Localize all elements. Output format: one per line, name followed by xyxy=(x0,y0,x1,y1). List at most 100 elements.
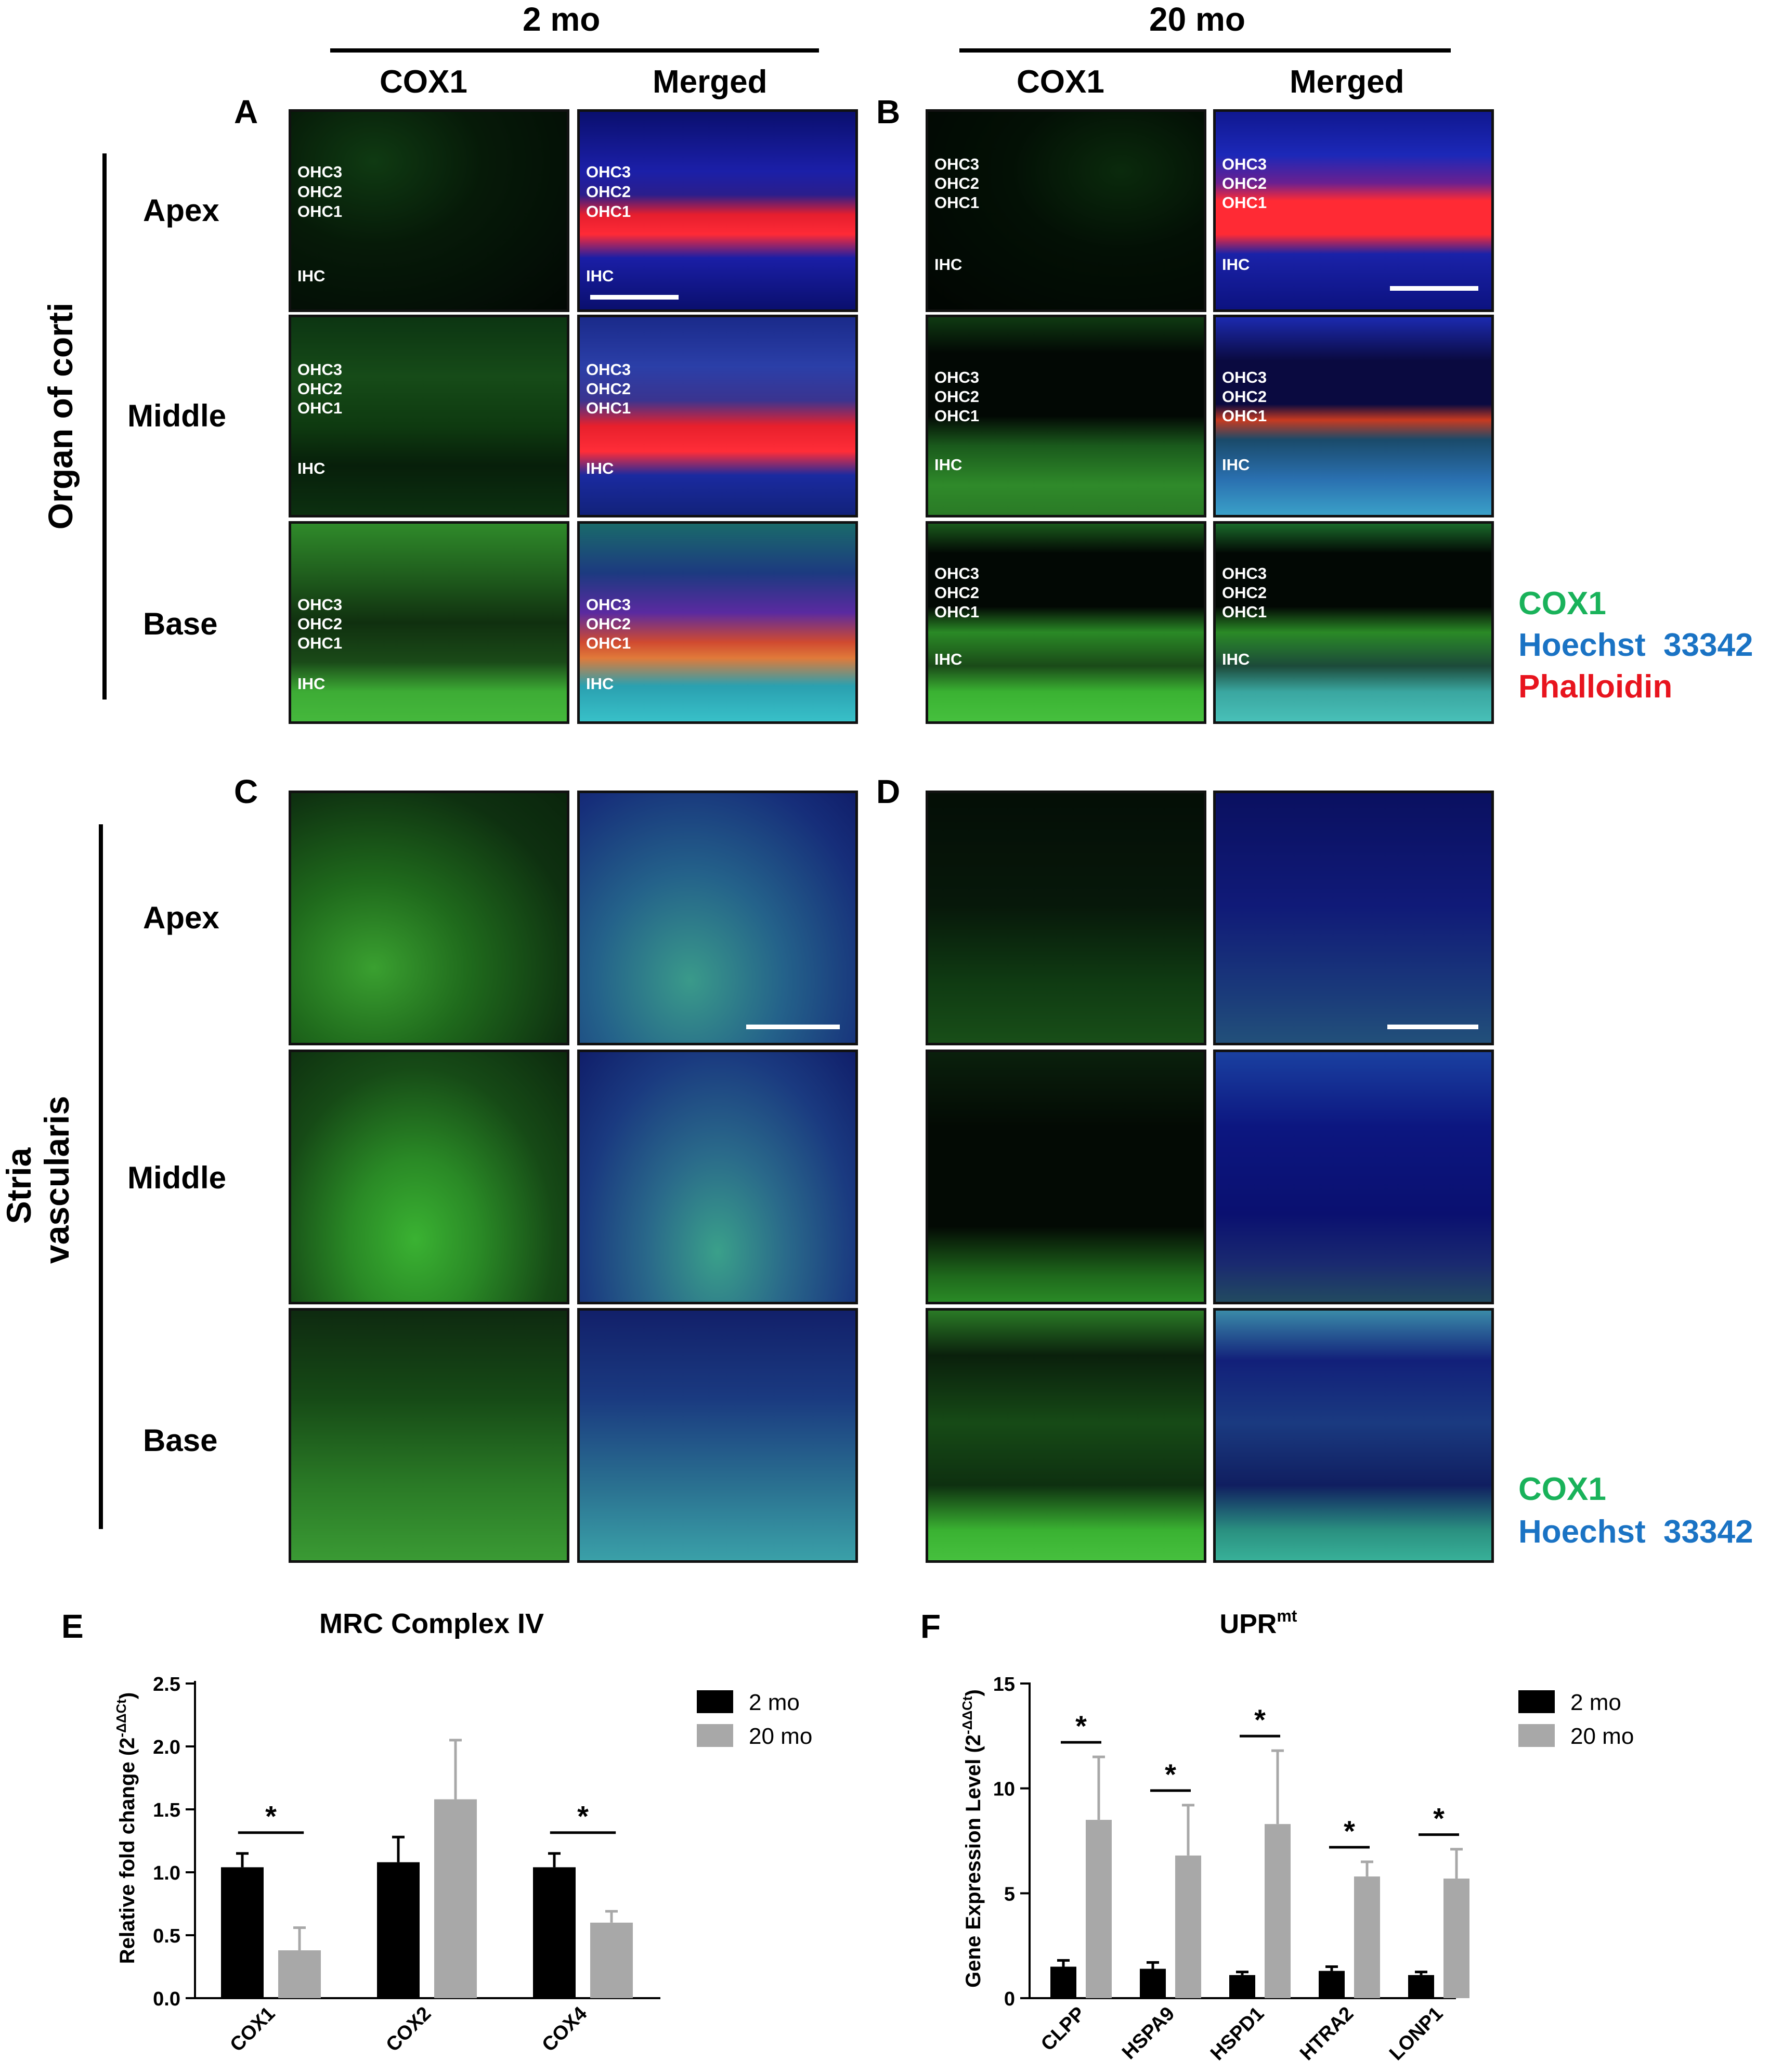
micrograph-d-cox1-apex xyxy=(926,791,1206,1045)
label-ihc: IHC xyxy=(297,267,326,285)
col-header-merged-a: Merged xyxy=(653,64,768,100)
label-ihc: IHC xyxy=(297,675,326,693)
bar-cox2-20mo xyxy=(434,1799,477,1998)
micrograph-a-cox1-middle: OHC3 OHC2 OHC1 IHC xyxy=(289,315,569,517)
label-ihc: IHC xyxy=(934,650,962,668)
micrograph-b-merged-base: OHC3 OHC2 OHC1 IHC xyxy=(1213,521,1494,724)
micrograph-b-cox1-apex: OHC3 OHC2 OHC1 IHC xyxy=(926,109,1206,312)
micrograph-a-cox1-base: OHC3 OHC2 OHC1 IHC xyxy=(289,521,569,724)
chart-e-title: MRC Complex IV xyxy=(319,1608,544,1639)
panel-label-b: B xyxy=(876,93,901,131)
legend-swatch-2mo xyxy=(1518,1690,1555,1713)
category-label-cox1: COX1 xyxy=(226,2003,279,2056)
label-ihc: IHC xyxy=(586,459,614,477)
label-ihc: IHC xyxy=(1222,456,1250,474)
bar-hspa9-20mo xyxy=(1175,1855,1201,1998)
category-label-cox2: COX2 xyxy=(382,2003,435,2056)
label-ohc1: OHC1 xyxy=(934,603,980,621)
bar-htra2-20mo xyxy=(1354,1876,1380,1998)
stria-vascularis-label: Stria vascularis xyxy=(0,1096,83,1264)
label-ohc1: OHC1 xyxy=(586,202,631,221)
organ-of-corti-label: Organ of corti xyxy=(41,302,80,530)
legend-top-hoechst: Hoechst 33342 xyxy=(1518,627,1753,663)
col-header-cox1-b: COX1 xyxy=(1017,64,1104,100)
panel-label-e: E xyxy=(61,1608,84,1645)
bar-cox1-20mo xyxy=(278,1950,321,1998)
label-ohc2: OHC2 xyxy=(1222,387,1267,406)
micrograph-d-cox1-base xyxy=(926,1308,1206,1563)
col-header-merged-b: Merged xyxy=(1290,64,1404,100)
label-ohc3: OHC3 xyxy=(297,163,343,181)
label-ohc3: OHC3 xyxy=(297,360,343,379)
label-ohc2: OHC2 xyxy=(586,380,631,398)
label-ohc2: OHC2 xyxy=(934,387,980,406)
organ-group-rule xyxy=(102,153,107,700)
stria-label-line2: vascularis xyxy=(37,1096,76,1264)
chart-e-ylabel-close: ) xyxy=(116,1692,139,1699)
legend-swatch-2mo xyxy=(697,1690,733,1713)
label-ohc2: OHC2 xyxy=(934,174,980,192)
micrograph-c-cox1-middle xyxy=(289,1050,569,1304)
micrograph-c-merged-apex xyxy=(577,791,858,1045)
legend-label-2mo: 2 mo xyxy=(1570,1690,1621,1715)
micrograph-c-cox1-apex xyxy=(289,791,569,1045)
label-ohc2: OHC2 xyxy=(297,615,343,633)
stria-group-rule xyxy=(99,824,103,1529)
significance-star: * xyxy=(265,1800,277,1833)
label-ohc1: OHC1 xyxy=(934,193,980,212)
label-ohc2: OHC2 xyxy=(1222,174,1267,192)
chart-f-title-main: UPR xyxy=(1220,1609,1277,1639)
scale-bar xyxy=(746,1025,840,1029)
legend-mid-cox1: COX1 xyxy=(1518,1471,1606,1507)
label-ohc2: OHC2 xyxy=(297,380,343,398)
label-ohc3: OHC3 xyxy=(297,595,343,614)
y-tick-label: 5 xyxy=(1004,1883,1015,1905)
micrograph-a-merged-base: OHC3 OHC2 OHC1 IHC xyxy=(577,521,858,724)
label-ihc: IHC xyxy=(934,255,962,274)
chart-e-ylabel-main: Relative fold change (2 xyxy=(116,1738,139,1964)
chart-f-title: UPRmt xyxy=(1220,1607,1297,1639)
row-label-middle-bottom: Middle xyxy=(127,1160,226,1195)
chart-e-ylabel: Relative fold change (2-ΔΔCt) xyxy=(113,1692,139,1964)
bar-lonp1-2mo xyxy=(1408,1975,1434,1998)
label-ihc: IHC xyxy=(586,267,614,285)
chart-e-ylabel-sup: -ΔΔCt xyxy=(113,1699,129,1738)
chart-f-ylabel-close: ) xyxy=(962,1689,985,1696)
legend-label-2mo: 2 mo xyxy=(749,1690,800,1715)
y-tick-label: 1.0 xyxy=(153,1862,180,1884)
bar-htra2-2mo xyxy=(1319,1971,1345,1998)
micrograph-d-merged-apex xyxy=(1213,791,1494,1045)
label-ohc3: OHC3 xyxy=(934,368,980,386)
label-ohc3: OHC3 xyxy=(586,163,631,181)
label-ohc1: OHC1 xyxy=(934,407,980,425)
chart-f-ylabel-sup: -ΔΔCt xyxy=(959,1696,975,1734)
legend-top-phalloidin: Phalloidin xyxy=(1518,669,1673,705)
legend-mid-hoechst: Hoechst 33342 xyxy=(1518,1514,1753,1550)
col-header-cox1-a: COX1 xyxy=(380,64,467,100)
bar-clpp-20mo xyxy=(1086,1820,1112,1998)
svg-text:Relative fold change (2-ΔΔCt): Relative fold change (2-ΔΔCt) xyxy=(113,1692,139,1964)
micrograph-b-cox1-middle: OHC3 OHC2 OHC1 IHC xyxy=(926,315,1206,517)
bar-hspd1-20mo xyxy=(1265,1824,1291,1998)
row-label-base-bottom: Base xyxy=(143,1423,218,1458)
legend-label-20mo: 20 mo xyxy=(1570,1724,1634,1749)
label-ihc: IHC xyxy=(586,675,614,693)
label-ohc2: OHC2 xyxy=(586,183,631,201)
category-label-cox4: COX4 xyxy=(538,2003,591,2056)
micrograph-d-merged-middle xyxy=(1213,1050,1494,1304)
bar-lonp1-20mo xyxy=(1443,1879,1469,1998)
label-ohc3: OHC3 xyxy=(1222,155,1267,173)
legend-swatch-20mo xyxy=(697,1724,733,1747)
micrograph-c-merged-middle xyxy=(577,1050,858,1304)
bar-cox2-2mo xyxy=(377,1862,420,1998)
significance-star: * xyxy=(1254,1703,1266,1736)
micrograph-b-merged-middle: OHC3 OHC2 OHC1 IHC xyxy=(1213,315,1494,517)
stria-label-line1: Stria xyxy=(0,1147,38,1224)
y-tick-label: 2.0 xyxy=(153,1737,180,1758)
micrograph-d-cox1-middle xyxy=(926,1050,1206,1304)
y-tick-label: 0.5 xyxy=(153,1925,180,1947)
y-tick-label: 2.5 xyxy=(153,1674,180,1695)
chart-f-ylabel-main: Gene Expression Level (2 xyxy=(962,1734,985,1988)
micrograph-a-merged-middle: OHC3 OHC2 OHC1 IHC xyxy=(577,315,858,517)
label-ohc2: OHC2 xyxy=(934,584,980,602)
